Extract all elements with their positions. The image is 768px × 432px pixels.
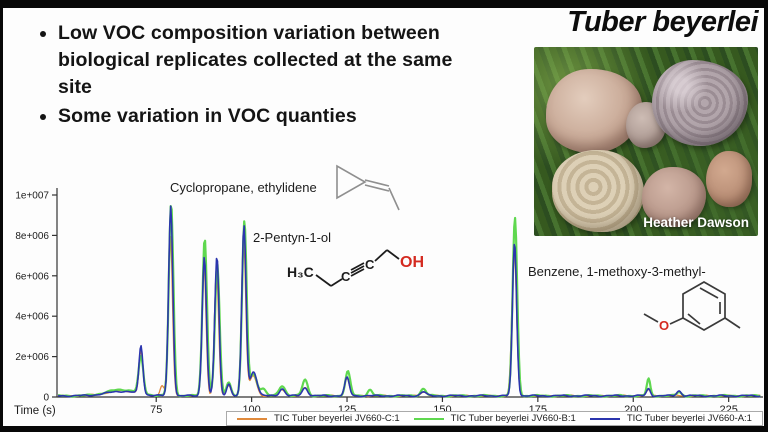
letterbox-left xyxy=(0,0,3,432)
legend-swatch-blue xyxy=(589,417,620,420)
truffle-specimen xyxy=(706,151,752,207)
svg-text:0: 0 xyxy=(43,393,49,404)
chromatogram-traces xyxy=(57,205,761,398)
legend-label: TIC Tuber beyerlei JV660-A:1 xyxy=(626,413,752,424)
legend-label: TIC Tuber beyerlei JV660-B:1 xyxy=(450,413,576,424)
bullet-list: Low VOC composition variation between bi… xyxy=(24,20,478,132)
legend-swatch-green xyxy=(413,417,444,420)
compound-label-benzene: Benzene, 1-methoxy-3-methyl- xyxy=(528,264,706,279)
truffle-specimen xyxy=(642,167,706,227)
truffle-specimen xyxy=(652,60,748,146)
legend-item-jv660-b: TIC Tuber beyerlei JV660-B:1 xyxy=(413,413,576,424)
svg-text:4e+006: 4e+006 xyxy=(15,312,49,323)
svg-text:6e+006: 6e+006 xyxy=(15,271,49,282)
svg-text:75: 75 xyxy=(150,404,162,416)
h3c-atom-label: H₃C xyxy=(287,264,314,280)
slide-title: Tuber beyerlei xyxy=(567,6,758,38)
carbon-atom-label: C xyxy=(341,269,351,284)
letterbox-bottom xyxy=(0,426,768,432)
letterbox-right xyxy=(764,0,768,432)
bullet-item: Some variation in VOC quanties xyxy=(58,103,478,130)
x-axis-label: Time (s) xyxy=(14,405,56,417)
bullet-item: Low VOC composition variation between bi… xyxy=(58,20,478,101)
trace-0-C:1 xyxy=(57,235,761,398)
tic-chromatogram-chart: 75 100 125 150 175 200 22502e+0064e+0066e+0068… xyxy=(14,188,763,417)
svg-text:1e+007: 1e+007 xyxy=(15,191,49,202)
methoxy-oxygen-label: O xyxy=(659,318,669,333)
compound-label-cyclopropane: Cyclopropane, ethylidene xyxy=(170,180,317,195)
legend-swatch-orange xyxy=(237,417,267,420)
carbon-atom-label: C xyxy=(365,257,375,272)
legend-item-jv660-a: TIC Tuber beyerlei JV660-A:1 xyxy=(589,413,752,424)
truffle-specimen xyxy=(552,150,644,232)
legend-item-jv660-c: TIC Tuber beyerlei JV660-C:1 xyxy=(237,413,400,424)
cyclopropane-structure-drawing xyxy=(336,164,400,211)
svg-text:8e+006: 8e+006 xyxy=(15,231,49,242)
hydroxyl-atom-label: OH xyxy=(400,254,424,271)
letterbox-top xyxy=(0,0,768,8)
truffle-photo: Heather Dawson xyxy=(534,47,758,236)
svg-text:2e+006: 2e+006 xyxy=(15,352,49,363)
axis-ticks: 75 100 125 150 175 200 22502e+0064e+0066e+0068… xyxy=(15,191,737,417)
truffle-specimen xyxy=(546,69,642,153)
trace-0-A:1 xyxy=(58,205,761,398)
legend-label: TIC Tuber beyerlei JV660-C:1 xyxy=(274,413,400,424)
chart-legend: TIC Tuber beyerlei JV660-C:1 TIC Tuber b… xyxy=(226,411,763,426)
photo-credit: Heather Dawson xyxy=(643,215,749,230)
trace-0-B:1 xyxy=(57,205,761,398)
benzene-structure-drawing: O xyxy=(643,281,741,333)
pentynol-structure-drawing: H₃C C C OH xyxy=(287,249,424,287)
compound-label-pentynol: 2-Pentyn-1-ol xyxy=(253,230,332,245)
